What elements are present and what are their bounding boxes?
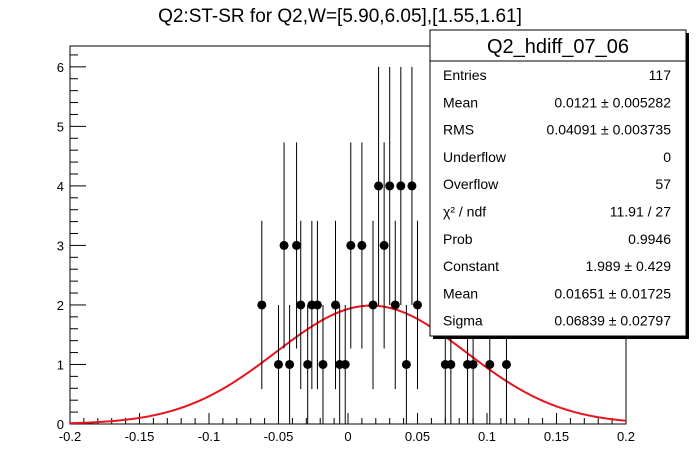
point-marker [407,181,417,191]
data-point [396,66,406,305]
point-marker [312,300,322,310]
x-tick-label: 0.1 [478,429,496,444]
stats-row-label: Sigma [443,313,483,329]
data-point [279,142,289,349]
data-point [296,220,306,390]
point-marker [501,359,511,369]
stats-row-label: Overflow [443,176,499,192]
point-marker [303,359,313,369]
data-point [312,220,322,390]
data-point [413,220,422,390]
stats-row-label: Mean [443,94,478,110]
point-marker [485,359,495,369]
y-tick-label: 3 [57,238,64,253]
stats-row-value: 0.04091 ± 0.003735 [547,122,672,138]
x-tick-label: -0.2 [59,429,81,444]
point-marker [368,300,378,310]
point-marker [357,240,367,250]
point-marker [468,359,478,369]
stats-row-label: Entries [443,67,487,83]
point-marker [374,181,384,191]
point-marker [379,240,389,250]
data-point [346,142,356,349]
stats-row-value: 0.0121 ± 0.005282 [554,94,671,110]
data-point [292,142,302,349]
y-tick-label: 2 [57,298,64,313]
point-marker [390,300,400,310]
gaussian-fit-curve [69,304,627,425]
y-tick-label: 5 [57,119,64,134]
stats-row-value: 0.9946 [628,231,671,247]
stats-row-label: Underflow [443,149,507,165]
stats-row-value: 57 [655,176,671,192]
stats-box-frame [429,29,687,337]
stats-row-value: 11.91 / 27 [610,204,671,220]
data-point [374,66,384,305]
axes: -0.2 -0.15 -0.1 -0.05 0 0.05 0.1 0.15 0.2 0 1 2 3 4 5 6 [57,54,635,444]
data-point [368,220,378,390]
point-marker [285,359,295,369]
stats-row-value: 1.989 ± 0.429 [585,258,671,274]
data-point [330,220,340,390]
stats-row-label: Mean [443,285,478,301]
x-tick-label: 0.15 [544,429,569,444]
data-points [257,66,511,424]
point-marker [257,300,267,310]
point-marker [274,359,283,369]
point-marker [401,359,411,369]
stats-row-value: 0.06839 ± 0.02797 [554,313,671,329]
point-marker [279,240,289,250]
stats-row-value: 0.01651 ± 0.01725 [554,285,671,301]
chart-title: Q2:ST-SR for Q2,W=[5.90,6.05],[1.55,1.61… [158,6,522,27]
y-tick-label: 4 [57,179,64,194]
data-point [257,220,267,390]
point-marker [396,181,406,191]
data-point [285,304,295,424]
data-point [390,220,400,390]
x-tick-label: -0.1 [198,429,220,444]
data-point [318,304,328,424]
stats-row-value: 0 [663,149,671,165]
x-tick-label: 0 [344,429,351,444]
stats-box-title: Q2_hdiff_07_06 [487,36,629,58]
stats-row-label: Prob [443,231,473,247]
stats-row-label: Constant [443,258,499,274]
data-point [357,142,367,349]
point-marker [292,240,302,250]
stats-row-label: χ² / ndf [443,204,486,220]
y-tick-label: 1 [57,357,64,372]
point-marker [385,181,395,191]
data-point [379,142,389,349]
y-tick-label: 6 [57,60,64,75]
data-point [274,304,283,424]
x-tick-label: 0.05 [405,429,430,444]
data-point [407,66,417,305]
point-marker [346,240,356,250]
point-marker [318,359,328,369]
data-point [401,304,411,424]
data-point [303,304,313,424]
data-point [385,66,395,305]
point-marker [413,300,422,310]
x-tick-label: -0.05 [264,429,294,444]
point-marker [340,359,350,369]
point-marker [330,300,340,310]
fit-layer [69,304,627,425]
x-tick-label: -0.15 [125,429,155,444]
point-marker [296,300,306,310]
stats-row-value: 117 [649,67,672,83]
y-tick-label: 0 [57,417,64,432]
data-point [340,304,350,424]
stats-row-label: RMS [443,122,474,138]
point-marker [446,359,456,369]
x-tick-label: 0.2 [617,429,635,444]
